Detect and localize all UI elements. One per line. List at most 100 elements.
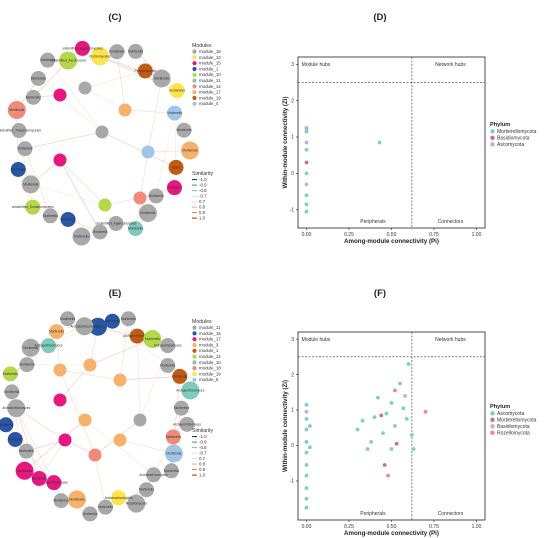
network-node-label: Archaeorhizomyces [140, 473, 168, 477]
panel-label-c: (C) [108, 12, 121, 23]
network-edge [136, 336, 141, 421]
network-node [95, 125, 109, 139]
data-point [382, 463, 387, 467]
data-point [304, 440, 309, 444]
network-node [53, 88, 67, 102]
network-node [0, 417, 14, 433]
data-point [404, 417, 409, 421]
network-node [160, 358, 176, 374]
module-legend-label: module_10 [199, 360, 221, 365]
x-axis-title: Among-module connectivity (Pi) [344, 530, 439, 537]
phylum-legend-title: Phylum [490, 122, 510, 128]
data-point [304, 409, 309, 414]
network-node [31, 470, 47, 486]
phylum-legend-label: Ascomycota [497, 411, 524, 417]
network-node [173, 400, 189, 416]
network-node [15, 461, 34, 480]
region-label-connectors: Connectors [438, 511, 464, 517]
y-tick-label: -1 [290, 479, 295, 485]
network-edge [15, 408, 55, 483]
similarity-legend-title: Similarity [192, 428, 213, 434]
phylum-legend-swatch [490, 142, 495, 147]
network-edge [15, 408, 40, 479]
y-tick-label: 2 [291, 372, 294, 378]
network-node-label: unidentified_Agaricomycetes [96, 221, 137, 225]
network-edge [24, 419, 86, 472]
data-point [304, 147, 309, 152]
module-legend-swatch [192, 72, 197, 77]
region-label-module-hubs: Module hubs [302, 337, 331, 343]
network-edge [59, 159, 101, 233]
data-point [410, 432, 414, 437]
network-edge [135, 151, 149, 229]
data-point [394, 441, 399, 446]
panel-label-d: (D) [373, 12, 386, 23]
module-legend-label: module_4 [199, 101, 219, 106]
network-node [137, 63, 153, 79]
network-edge [112, 321, 168, 366]
region-label-peripherals: Peripherals [360, 219, 386, 225]
network-node [53, 363, 67, 377]
network-node-label: Sordariales [109, 50, 126, 54]
data-point [304, 182, 309, 187]
region-label-peripherals: Peripherals [360, 511, 386, 517]
network-edge [84, 70, 146, 89]
network-node-label: Mortierella [31, 76, 46, 80]
data-point [304, 193, 309, 198]
module-legend-label: module_19 [199, 371, 221, 376]
network-node [75, 317, 94, 336]
similarity-legend-label: 1.0 [199, 216, 206, 221]
network-panel-e: Mortierella Mortierella Mortierella Archaeo… [0, 311, 221, 522]
network-node-label: Archaeorhizomyces [2, 406, 30, 410]
network-node [89, 317, 107, 336]
network-edge [59, 364, 91, 401]
y-tick-label: 3 [291, 62, 294, 68]
similarity-legend-title: Similarity [192, 171, 213, 177]
data-point [304, 140, 309, 145]
network-node-label: Mortierella [166, 451, 181, 455]
network-node [143, 330, 162, 349]
network-node-label: Mortierella [19, 449, 34, 453]
x-tick-label: 1.00 [472, 232, 482, 238]
data-point [304, 505, 309, 510]
data-point [304, 463, 309, 467]
network-node [7, 431, 23, 447]
y-tick-label: 1 [291, 408, 294, 414]
network-node-label: Talaro [172, 165, 181, 169]
network-node-label: Mortierella [23, 346, 38, 350]
network-node [167, 105, 183, 121]
network-node-label: unidentified_Sordariomycetes [12, 205, 54, 209]
module-legend-label: module_12 [199, 354, 221, 359]
data-point [369, 440, 373, 444]
region-label-connectors: Connectors [438, 219, 464, 225]
similarity-legend-label: -0.8 [199, 445, 207, 450]
module-legend-swatch [192, 325, 197, 330]
module-legend-label: module_15 [199, 61, 221, 66]
network-node-label: Mortierella [105, 319, 120, 323]
y-tick-label: 2 [291, 98, 294, 104]
similarity-legend: Similarity-1.0-0.9-0.8-0.70.70.80.91.0 [192, 428, 213, 478]
network-edge [89, 338, 153, 366]
network-node [165, 429, 181, 445]
x-tick-label: 0.75 [429, 232, 439, 238]
module-legend-swatch [192, 90, 197, 95]
network-node [160, 338, 176, 354]
network-node-label: Archaeorhizomyces [176, 388, 204, 392]
network-node-label: Rozellomycota [126, 502, 147, 506]
network-node [46, 475, 62, 491]
plot-frame [297, 331, 486, 521]
network-node [82, 506, 98, 522]
data-point [393, 424, 397, 428]
network-node-label: Mortierella [18, 147, 33, 151]
network-node [129, 328, 145, 344]
similarity-legend-label: 1.0 [199, 473, 206, 478]
network-node-label: Mortierella [167, 111, 182, 115]
network-node [7, 399, 26, 418]
x-tick-label: 0.00 [302, 232, 312, 238]
module-legend-swatch [192, 337, 197, 342]
network-node [141, 145, 155, 159]
network-node [53, 393, 67, 407]
network-edge [155, 113, 175, 197]
